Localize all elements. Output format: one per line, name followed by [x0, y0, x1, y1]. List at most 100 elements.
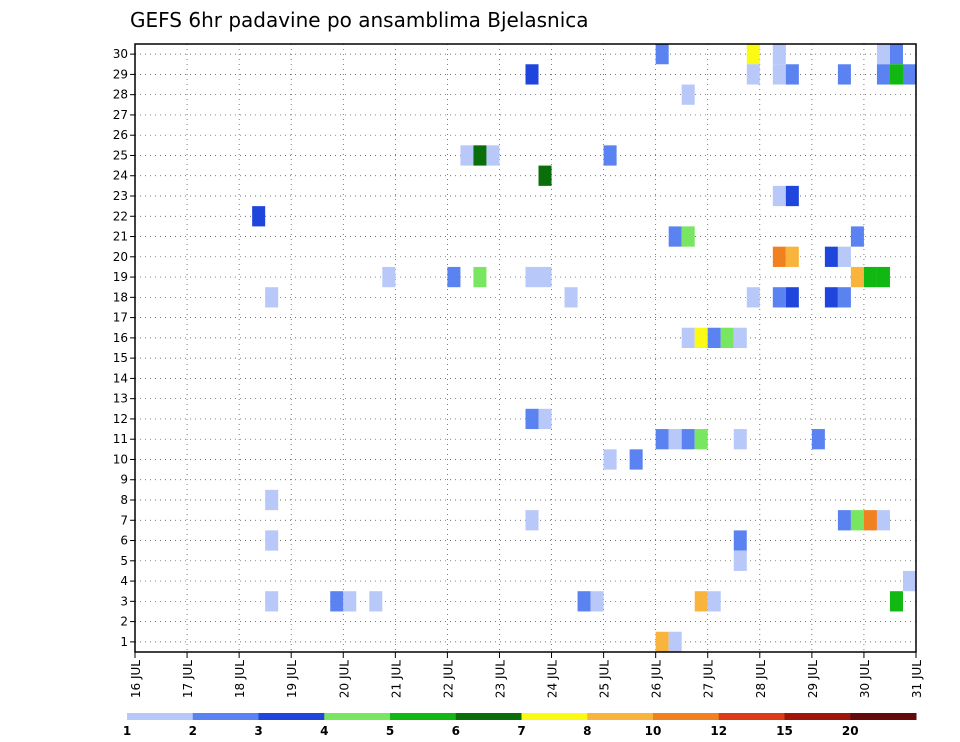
heatmap-cell — [772, 287, 786, 308]
y-tick-label: 26 — [113, 128, 128, 142]
colorbar-swatch — [258, 713, 325, 720]
heatmap-cell — [694, 591, 708, 612]
heatmap-cell — [863, 266, 877, 288]
colorbar-label: 3 — [254, 724, 262, 738]
y-tick-label: 12 — [113, 412, 128, 426]
heatmap-cell — [655, 631, 669, 652]
y-tick-label: 24 — [113, 169, 128, 183]
y-tick-label: 10 — [113, 452, 128, 466]
heatmap-cell — [538, 165, 552, 186]
y-tick-label: 15 — [113, 351, 128, 365]
x-tick-label: 28 JUL — [754, 660, 768, 698]
heatmap-cell — [668, 631, 682, 652]
heatmap-cell — [681, 327, 695, 348]
y-tick-label: 1 — [120, 635, 128, 649]
heatmap-cell — [460, 145, 474, 166]
heatmap-cell — [681, 429, 695, 450]
colorbar-swatch — [653, 713, 720, 720]
y-tick-label: 13 — [113, 392, 128, 406]
colorbar-label: 20 — [842, 724, 859, 738]
colorbar-swatch — [455, 713, 522, 720]
x-tick-label: 25 JUL — [598, 660, 612, 698]
plot-frame — [134, 43, 917, 653]
heatmap-cell — [889, 64, 903, 85]
heatmap-cell — [590, 591, 604, 612]
heatmap-cell — [265, 287, 279, 308]
colorbar-label: 6 — [452, 724, 460, 738]
grid-lines — [135, 44, 916, 652]
y-tick-label: 9 — [120, 473, 128, 487]
heatmap-cell — [486, 145, 500, 166]
heatmap-cell — [772, 246, 786, 267]
y-tick-label: 4 — [120, 574, 128, 588]
x-tick-label: 29 JUL — [806, 660, 820, 698]
colorbar-swatch — [718, 713, 785, 720]
colorbar-swatch — [390, 713, 457, 720]
y-tick-label: 22 — [113, 209, 128, 223]
heatmap-cell — [850, 510, 864, 531]
heatmap-cell — [850, 266, 864, 288]
heatmap-cell — [668, 429, 682, 450]
heatmap-cell — [382, 266, 396, 288]
x-tick-label: 17 JUL — [181, 660, 195, 698]
heatmap-cell — [785, 185, 799, 207]
heatmap-cell — [525, 64, 539, 85]
heatmap-cell — [889, 44, 903, 65]
heatmap-cell — [876, 266, 890, 288]
colorbar-swatch — [127, 713, 194, 720]
colorbar-label: 7 — [517, 724, 525, 738]
heatmap-cell — [746, 44, 760, 65]
heatmap-cell — [603, 449, 617, 470]
colorbar-label: 5 — [386, 724, 394, 738]
heatmap-cell — [681, 84, 695, 105]
x-tick-label: 22 JUL — [441, 660, 455, 698]
chart-title: GEFS 6hr padavine po ansamblima Bjelasni… — [130, 8, 589, 32]
y-tick-label: 20 — [113, 250, 128, 264]
y-tick-label: 7 — [120, 513, 128, 527]
heatmap-cell — [694, 327, 708, 348]
x-tick-label: 27 JUL — [702, 660, 716, 698]
colorbar-label: 1 — [123, 724, 131, 738]
y-tick-label: 19 — [113, 270, 128, 284]
heatmap-cell — [785, 287, 799, 308]
heatmap-cell — [837, 287, 851, 308]
heatmap-cell — [850, 226, 864, 247]
heatmap-cell — [538, 266, 552, 288]
heatmap-cell — [772, 185, 786, 207]
y-tick-label: 18 — [113, 290, 128, 304]
x-tick-label: 31 JUL — [910, 660, 924, 698]
heatmap-cell — [863, 510, 877, 531]
heatmap-cell — [824, 246, 838, 267]
heatmap-cell — [772, 44, 786, 65]
heatmap-cell — [876, 64, 890, 85]
heatmap-cell — [525, 266, 539, 288]
x-tick-label: 21 JUL — [389, 660, 403, 698]
colorbar-swatch — [850, 713, 917, 720]
heatmap-cell — [681, 226, 695, 247]
x-tick-label: 19 JUL — [285, 660, 299, 698]
colorbar-swatch — [521, 713, 588, 720]
heatmap-cell — [824, 287, 838, 308]
heatmap-cell — [772, 64, 786, 85]
heatmap-cell — [369, 591, 383, 612]
y-tick-label: 21 — [113, 230, 128, 244]
heatmap-cell — [707, 591, 721, 612]
heatmap-cell — [564, 287, 578, 308]
heatmap-cell — [343, 591, 357, 612]
heatmap-cell — [694, 429, 708, 450]
heatmap-cell — [655, 429, 669, 450]
heatmap-cell — [785, 64, 799, 85]
heatmap-cell — [473, 266, 487, 288]
x-tick-label: 18 JUL — [233, 660, 247, 698]
heatmap-cell — [252, 206, 266, 227]
y-tick-label: 27 — [113, 108, 128, 122]
colorbar-label: 8 — [583, 724, 591, 738]
y-tick-label: 29 — [113, 67, 128, 81]
y-tick-label: 5 — [120, 554, 128, 568]
heatmap-cell — [785, 246, 799, 267]
y-tick-label: 30 — [113, 47, 128, 61]
heatmap-cell — [837, 246, 851, 267]
colorbar-swatch — [324, 713, 391, 720]
colorbar-swatch — [192, 713, 259, 720]
heatmap-cell — [525, 408, 539, 430]
